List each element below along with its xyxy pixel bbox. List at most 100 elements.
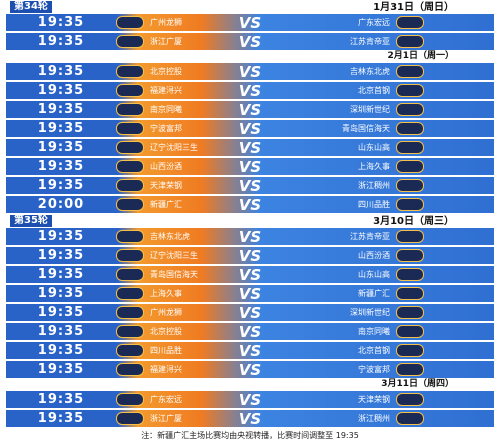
match-time: 19:35 (37, 34, 85, 49)
vs-label: VS (238, 100, 262, 119)
away-team: 浙江稠州 (358, 181, 390, 190)
team-logo (116, 306, 144, 319)
match-time: 20:00 (37, 197, 85, 212)
away-team: 北京首钢 (358, 346, 390, 355)
match-row: 19:35 青岛国信海天 VS 山东山高 (6, 265, 494, 284)
away-team: 北京首钢 (358, 86, 390, 95)
match-row: 19:35 上海久事 VS 新疆广汇 (6, 285, 494, 303)
team-logo (116, 268, 144, 281)
home-team: 辽宁沈阳三生 (150, 251, 198, 260)
home-team: 宁波富邦 (150, 124, 182, 133)
away-team: 吉林东北虎 (350, 67, 390, 76)
match-time: 19:35 (37, 121, 85, 136)
vs-label: VS (238, 303, 262, 322)
team-logo (116, 393, 144, 406)
match-date: 2月1日（周一） (387, 51, 454, 61)
away-team: 山西汾酒 (358, 251, 390, 260)
team-logo (396, 16, 424, 29)
team-logo (396, 179, 424, 192)
match-time: 19:35 (37, 64, 85, 79)
match-date: 1月31日（周日） (373, 2, 454, 13)
match-row: 19:35 广州龙狮 VS 深圳新世纪 (6, 303, 494, 322)
match-row: 19:35 吉林东北虎 VS 江苏肯帝亚 (6, 228, 494, 246)
vs-label: VS (238, 62, 262, 81)
footnote: 注：新疆广汇主场比赛均由央视转播，比赛时间调整至 19:35 (141, 431, 359, 440)
away-team: 天津荣钢 (358, 395, 390, 404)
vs-label: VS (238, 195, 262, 214)
match-time: 19:35 (37, 267, 85, 282)
team-logo (396, 35, 424, 48)
match-time: 19:35 (37, 178, 85, 193)
team-logo (396, 160, 424, 173)
match-row: 20:00 新疆广汇 VS 四川品胜 (6, 195, 494, 214)
away-team: 深圳新世纪 (350, 308, 390, 317)
match-row: 19:35 浙江广厦 VS 江苏肯帝亚 (6, 33, 494, 51)
away-team: 南京同曦 (358, 327, 390, 336)
match-row: 19:35 山西汾酒 VS 上海久事 (6, 158, 494, 176)
home-team: 广州龙狮 (150, 308, 182, 317)
home-team: 福建浔兴 (150, 365, 182, 374)
away-team: 四川品胜 (358, 200, 390, 209)
away-team: 宁波富邦 (358, 365, 390, 374)
match-time: 19:35 (37, 83, 85, 98)
match-time: 19:35 (37, 411, 85, 426)
match-row: 19:35 四川品胜 VS 北京首钢 (6, 341, 494, 360)
away-team: 江苏肯帝亚 (350, 37, 390, 46)
match-row: 19:35 福建浔兴 VS 北京首钢 (6, 82, 494, 100)
home-team: 广东宏远 (150, 395, 182, 404)
match-time: 19:35 (37, 159, 85, 174)
away-team: 广东宏远 (358, 18, 390, 27)
team-logo (396, 122, 424, 135)
away-team: 上海久事 (358, 162, 390, 171)
team-logo (116, 160, 144, 173)
team-logo (116, 65, 144, 78)
team-logo (116, 249, 144, 262)
home-team: 四川品胜 (150, 346, 182, 355)
match-row: 19:35 福建浔兴 VS 宁波富邦 (6, 360, 494, 379)
team-logo (116, 141, 144, 154)
away-team: 山东山高 (358, 270, 390, 279)
vs-label: VS (238, 360, 262, 379)
team-logo (396, 103, 424, 116)
home-team: 广州龙狮 (150, 18, 182, 27)
match-row: 19:35 辽宁沈阳三生 VS 山东山高 (6, 139, 494, 157)
team-logo (116, 344, 144, 357)
team-logo (116, 412, 144, 425)
away-team: 山东山高 (358, 143, 390, 152)
round-header: 第34轮 1月31日（周日） (6, 0, 494, 13)
match-date: 3月10日（周三） (373, 216, 454, 227)
home-team: 新疆广汇 (150, 200, 182, 209)
match-row: 19:35 浙江广厦 VS 浙江稠州 (6, 410, 494, 428)
round-label: 第35轮 (10, 215, 52, 227)
team-logo (396, 268, 424, 281)
match-row: 19:35 广州龙狮 VS 广东宏远 (6, 14, 494, 32)
team-logo (116, 84, 144, 97)
vs-label: VS (238, 119, 262, 138)
home-team: 南京同曦 (150, 105, 182, 114)
team-logo (396, 249, 424, 262)
match-time: 19:35 (37, 324, 85, 339)
match-time: 19:35 (37, 392, 85, 407)
match-date: 3月11日（周四） (381, 379, 454, 389)
team-logo (116, 35, 144, 48)
match-row: 19:35 北京控股 VS 南京同曦 (6, 322, 494, 341)
match-row: 19:35 天津荣钢 VS 浙江稠州 (6, 177, 494, 195)
home-team: 北京控股 (150, 67, 182, 76)
team-logo (116, 103, 144, 116)
vs-label: VS (238, 265, 262, 284)
away-team: 江苏肯帝亚 (350, 232, 390, 241)
team-logo (116, 325, 144, 338)
home-team: 辽宁沈阳三生 (150, 143, 198, 152)
match-time: 19:35 (37, 286, 85, 301)
vs-label: VS (238, 322, 262, 341)
round-header: 第35轮 3月10日（周三） (6, 214, 494, 227)
team-logo (396, 344, 424, 357)
team-logo (116, 287, 144, 300)
away-team: 青岛国信海天 (342, 124, 390, 133)
team-logo (116, 230, 144, 243)
vs-label: VS (238, 341, 262, 360)
team-logo (396, 363, 424, 376)
match-row: 19:35 广东宏远 VS 天津荣钢 (6, 391, 494, 409)
away-team: 深圳新世纪 (350, 105, 390, 114)
